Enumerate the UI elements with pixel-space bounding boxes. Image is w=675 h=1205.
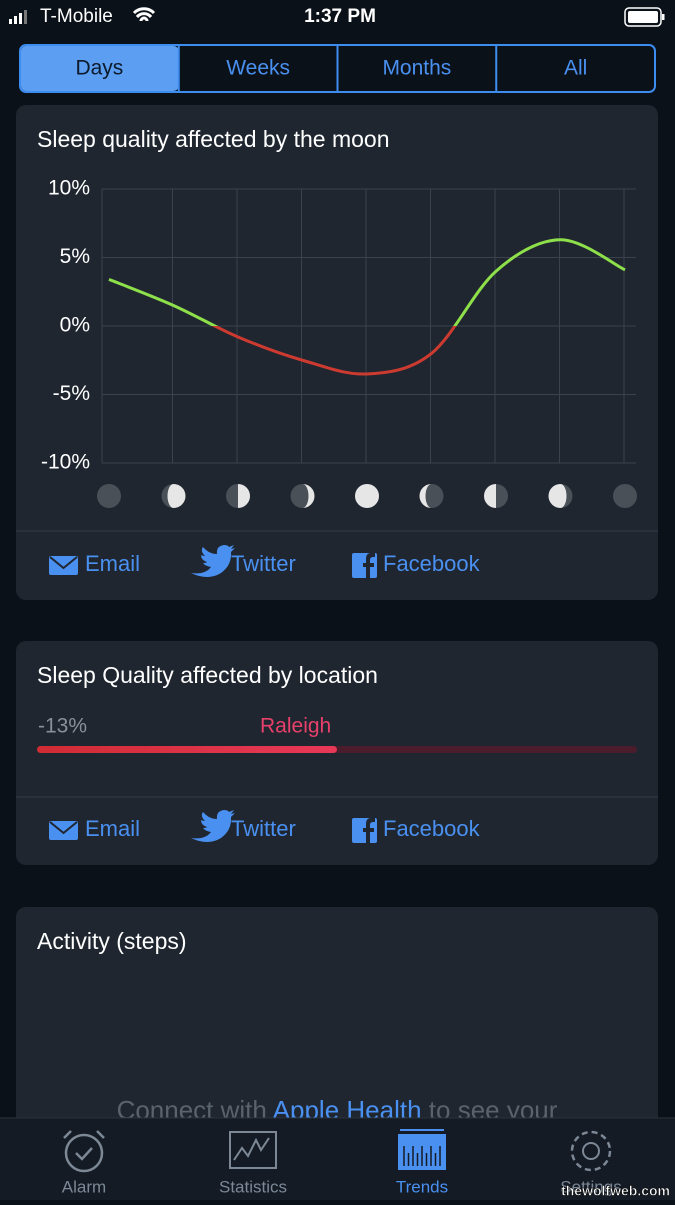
category-label: Raleigh <box>260 715 331 738</box>
tab-bar <box>0 1118 675 1200</box>
email-flap <box>49 556 78 570</box>
moon-icon <box>97 484 121 508</box>
signal <box>9 10 27 24</box>
moon-lit <box>238 484 250 508</box>
facebook-f <box>363 553 375 578</box>
email-icon <box>49 821 78 840</box>
twitter-icon <box>191 810 235 842</box>
tab-label[interactable]: Statistics <box>219 1177 287 1196</box>
share-link[interactable]: Email <box>85 551 140 576</box>
card-title: Activity (steps) <box>37 928 187 954</box>
location-chart: -13% Raleigh <box>37 715 637 753</box>
email-icon <box>49 556 78 575</box>
y-tick-label: 5% <box>60 245 90 268</box>
tab-label[interactable]: Alarm <box>62 1177 106 1196</box>
line-positive <box>108 238 626 326</box>
card <box>16 105 658 600</box>
statistics-icon <box>229 1131 277 1169</box>
segment[interactable]: Months <box>382 57 451 80</box>
moon-chart: 10% 5% 0% -5% -10% <box>41 177 637 508</box>
share-row: Email Twitter Facebook <box>49 810 481 843</box>
segment[interactable]: All <box>564 57 587 80</box>
share-link[interactable]: Facebook <box>383 551 481 576</box>
tab-label[interactable]: Settings <box>560 1177 621 1196</box>
carrier: T-Mobile <box>40 6 113 27</box>
segment[interactable]: Weeks <box>226 57 290 80</box>
y-tick-label: 0% <box>60 314 90 337</box>
moon-icon <box>613 484 637 508</box>
y-tick-label: 10% <box>48 177 90 200</box>
twitter-icon <box>191 545 235 577</box>
segment-selected <box>21 46 179 91</box>
alarm-icon <box>64 1133 104 1173</box>
segment[interactable]: Days <box>75 57 123 80</box>
share-row: Email Twitter Facebook <box>49 545 481 578</box>
battery <box>624 7 665 27</box>
alarm-check <box>63 1130 105 1161</box>
share-link[interactable]: Email <box>85 816 140 841</box>
moon-lit <box>167 484 186 508</box>
settings-icon <box>570 1130 612 1172</box>
wifi-icon <box>132 7 156 22</box>
card-title: Sleep quality affected by the moon <box>37 126 389 152</box>
moon-lit <box>355 484 379 508</box>
y-tick-label: -5% <box>53 382 90 405</box>
segmented-control: Days Weeks Months All <box>19 44 656 93</box>
share-link[interactable]: Facebook <box>383 816 481 841</box>
line-negative <box>211 326 457 376</box>
share-link[interactable]: Twitter <box>231 816 296 841</box>
moon-lit <box>484 484 496 508</box>
moon-lit <box>302 484 315 508</box>
value-label: -13% <box>38 715 87 738</box>
settings-hub <box>582 1142 600 1160</box>
watermark: thewolfweb.com <box>561 1183 670 1199</box>
moon-lit <box>548 484 567 508</box>
facebook-f <box>363 818 375 843</box>
tab-items: Alarm Statistics Trends Settings <box>62 1129 622 1196</box>
statistics-line <box>233 1137 270 1161</box>
bar <box>37 746 337 753</box>
moon-lit <box>419 484 432 508</box>
y-tick-label: -10% <box>41 451 90 474</box>
clock: 1:37 PM <box>304 6 376 27</box>
tab-label[interactable]: Trends <box>396 1177 448 1196</box>
share-link[interactable]: Twitter <box>231 551 296 576</box>
email-flap <box>49 821 78 835</box>
card-title: Sleep Quality affected by location <box>37 662 378 688</box>
